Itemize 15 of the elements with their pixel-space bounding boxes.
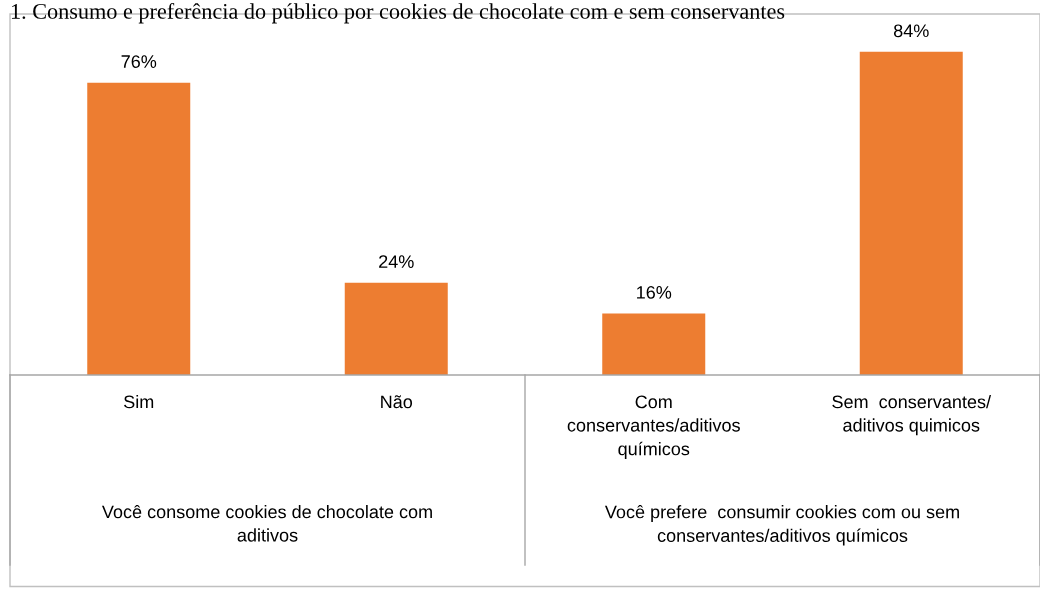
data-label: 84%	[893, 24, 929, 38]
x-tick-label: Sim	[124, 395, 154, 409]
bar	[344, 282, 448, 375]
data-label: 16%	[637, 285, 672, 299]
text: Você consome cookies de chocolate com aditivos	[101, 504, 432, 542]
data-label: 24%	[379, 255, 414, 268]
bar	[87, 82, 191, 375]
x-tick-label: Não	[381, 395, 413, 409]
bar	[602, 313, 706, 375]
text: Você prefere consumir cookies com ou sem conservantes/aditivos químicos	[604, 505, 959, 546]
x-tick-label: Sem conservantes/ aditivos quimicos	[832, 395, 992, 436]
chart-title: 1. Consumo e preferência do público por cookies de chocolate com e sem conservantes	[11, 3, 785, 24]
data-label: 76%	[121, 55, 157, 68]
bar	[859, 51, 963, 375]
x-tick-label: Com conservantes/aditivos químicos	[567, 395, 740, 459]
